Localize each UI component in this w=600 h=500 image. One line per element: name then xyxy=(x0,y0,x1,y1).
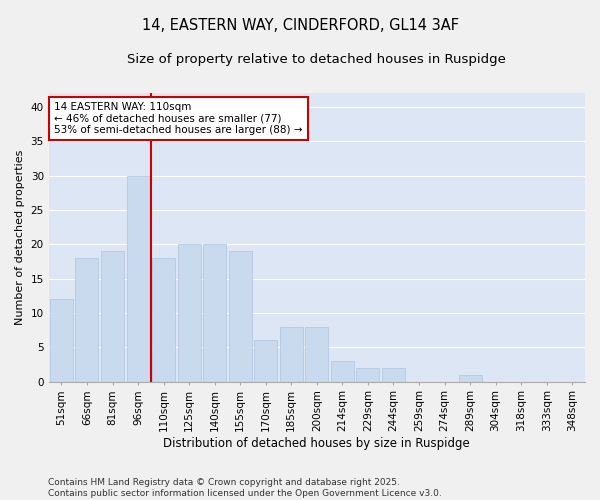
Bar xyxy=(229,251,252,382)
Bar xyxy=(127,176,149,382)
Title: Size of property relative to detached houses in Ruspidge: Size of property relative to detached ho… xyxy=(127,52,506,66)
Bar xyxy=(50,299,73,382)
Bar xyxy=(101,251,124,382)
Bar xyxy=(356,368,379,382)
Bar xyxy=(152,258,175,382)
Bar xyxy=(254,340,277,382)
Bar xyxy=(178,244,200,382)
Text: 14 EASTERN WAY: 110sqm
← 46% of detached houses are smaller (77)
53% of semi-det: 14 EASTERN WAY: 110sqm ← 46% of detached… xyxy=(54,102,302,135)
Text: Contains HM Land Registry data © Crown copyright and database right 2025.
Contai: Contains HM Land Registry data © Crown c… xyxy=(48,478,442,498)
Bar xyxy=(280,326,303,382)
Bar xyxy=(203,244,226,382)
X-axis label: Distribution of detached houses by size in Ruspidge: Distribution of detached houses by size … xyxy=(163,437,470,450)
Y-axis label: Number of detached properties: Number of detached properties xyxy=(15,150,25,325)
Bar xyxy=(382,368,405,382)
Bar xyxy=(76,258,98,382)
Bar xyxy=(331,361,354,382)
Bar xyxy=(458,375,482,382)
Text: 14, EASTERN WAY, CINDERFORD, GL14 3AF: 14, EASTERN WAY, CINDERFORD, GL14 3AF xyxy=(142,18,458,32)
Bar xyxy=(305,326,328,382)
